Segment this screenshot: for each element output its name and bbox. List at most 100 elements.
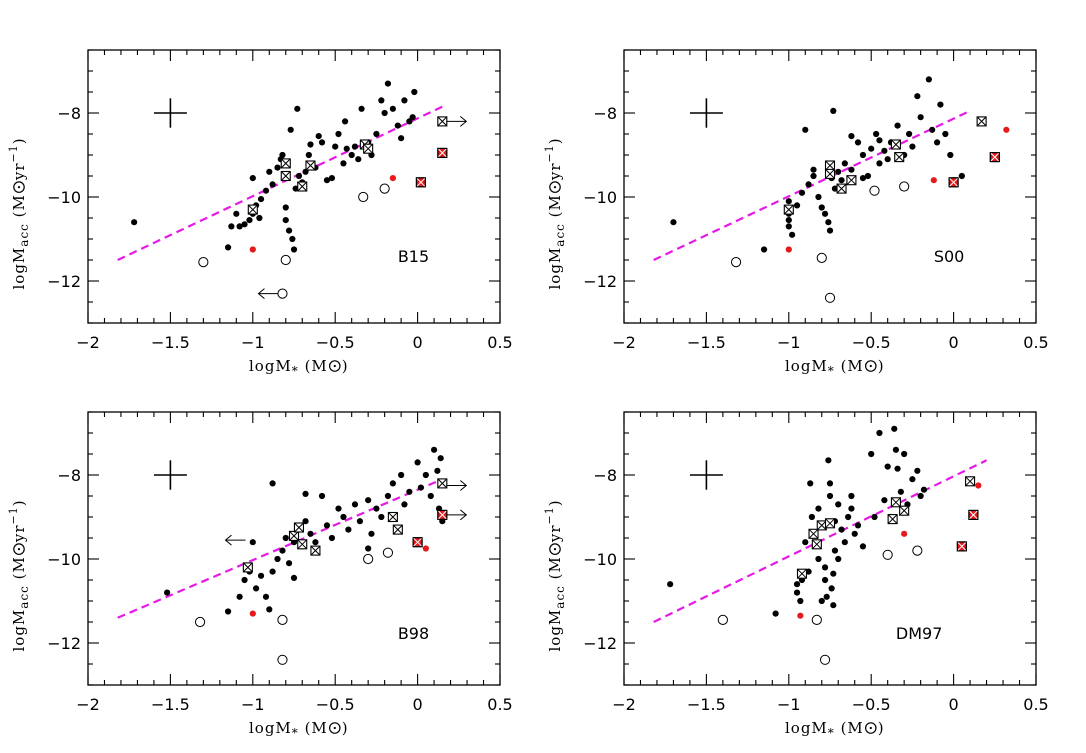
- data-point-boxed-cross-b: [388, 512, 398, 522]
- y-axis-label-text: logMacc (M: [546, 556, 567, 651]
- data-point: [164, 589, 171, 596]
- data-point: [831, 547, 839, 554]
- sun-symbol-dot: [553, 548, 557, 551]
- data-point-boxed: [437, 116, 448, 127]
- data-point-red: [901, 530, 908, 537]
- x-axis-label: logM* (M: [249, 357, 328, 378]
- data-point-boxed-cross-b: [289, 531, 299, 541]
- data-point: [269, 568, 276, 575]
- data-point: [891, 425, 898, 432]
- y-tick-label: −10: [583, 188, 617, 207]
- data-point: [398, 135, 405, 142]
- data-point-boxed: [894, 152, 905, 163]
- data-point-open: [899, 181, 910, 192]
- data-point: [815, 505, 822, 512]
- data-point-boxed-cross-b: [297, 181, 308, 192]
- data-point-boxed: [824, 160, 836, 171]
- data-point: [917, 114, 924, 121]
- data-point: [406, 488, 413, 495]
- data-layer: [653, 76, 1010, 303]
- data-point: [841, 539, 848, 546]
- data-point: [881, 497, 888, 504]
- data-point: [802, 539, 809, 546]
- data-point: [818, 204, 825, 211]
- data-point-boxed-cross-b: [363, 143, 374, 154]
- x-tick-label: −2: [76, 695, 100, 714]
- data-point-red-boxed: [415, 177, 426, 188]
- data-point-boxed-cross-b: [294, 522, 304, 533]
- x-tick-label: 0.5: [487, 695, 512, 714]
- data-point: [262, 593, 270, 600]
- y-axis-label: logMacc (M yr−1): [7, 137, 31, 289]
- data-point: [131, 219, 138, 226]
- y-tick-label: −12: [583, 634, 617, 653]
- data-point: [826, 227, 834, 234]
- plot-frame: [87, 49, 501, 324]
- data-point: [414, 459, 421, 466]
- limit-arrowhead-left: [224, 534, 232, 546]
- sun-symbol-icon: [328, 360, 341, 372]
- plot-frame: [623, 411, 1037, 686]
- data-point-boxed-cross-b: [437, 116, 448, 127]
- data-point-open: [824, 292, 836, 303]
- data-point-red-boxed-cross-b: [989, 152, 1000, 162]
- data-point: [835, 168, 842, 175]
- y-tick-label: −8: [593, 466, 617, 485]
- data-point-red-boxed-cross-b: [948, 177, 959, 188]
- data-point-red-boxed-cross-b: [956, 541, 967, 552]
- data-point-boxed-cross-b: [297, 539, 308, 550]
- data-point: [340, 160, 347, 167]
- sun-symbol-icon: [864, 722, 877, 734]
- data-point-boxed-cross-b: [437, 478, 448, 489]
- data-point: [411, 88, 418, 96]
- y-tick-label: −8: [57, 466, 81, 485]
- data-point-boxed: [824, 518, 836, 529]
- data-point: [417, 484, 424, 491]
- x-tick-label: −1.5: [687, 695, 726, 714]
- data-point: [434, 467, 441, 474]
- x-tick-label: −2: [612, 695, 636, 714]
- data-point: [373, 130, 380, 138]
- data-point-boxed-cross-b: [808, 528, 819, 539]
- data-point: [785, 223, 792, 230]
- sun-symbol-dot: [17, 186, 21, 189]
- sun-symbol-icon: [328, 722, 341, 734]
- data-point: [793, 202, 801, 209]
- data-point-red-boxed-outline: [968, 509, 979, 520]
- data-point: [929, 126, 936, 133]
- x-axis-label-close: ): [878, 357, 885, 375]
- y-axis-label-tail: yr−1): [7, 499, 28, 543]
- y-axis-label-tail: yr−1): [543, 499, 564, 543]
- data-point-boxed: [247, 204, 258, 215]
- data-point-red: [785, 246, 792, 253]
- data-point: [294, 105, 301, 112]
- data-point-boxed: [280, 158, 291, 169]
- data-point-open: [912, 545, 923, 556]
- data-point: [236, 593, 243, 600]
- data-point: [947, 151, 954, 159]
- data-point: [859, 543, 867, 550]
- data-point: [351, 143, 359, 150]
- data-point-red: [249, 610, 256, 617]
- y-tick-label: −8: [593, 104, 617, 123]
- data-point: [282, 217, 289, 224]
- data-point: [864, 172, 872, 180]
- data-point: [805, 181, 812, 188]
- sun-symbol-dot: [553, 186, 557, 189]
- data-point-boxed-cross-b: [392, 524, 403, 535]
- y-tick-label: −10: [583, 550, 617, 569]
- data-point-boxed-cross-b: [976, 116, 987, 127]
- data-point-red-boxed-cross-b: [412, 537, 423, 548]
- data-point: [427, 492, 434, 500]
- data-point: [821, 576, 829, 584]
- data-point-red: [1003, 126, 1010, 133]
- data-point: [233, 210, 240, 217]
- sun-symbol-dot: [333, 726, 336, 730]
- sun-symbol-icon: [13, 181, 25, 193]
- x-tick-label: −2: [76, 333, 100, 352]
- data-point: [848, 492, 855, 500]
- data-point: [332, 143, 339, 150]
- data-point-red-boxed-outline: [412, 537, 423, 548]
- data-point: [409, 114, 416, 121]
- data-point: [876, 160, 883, 167]
